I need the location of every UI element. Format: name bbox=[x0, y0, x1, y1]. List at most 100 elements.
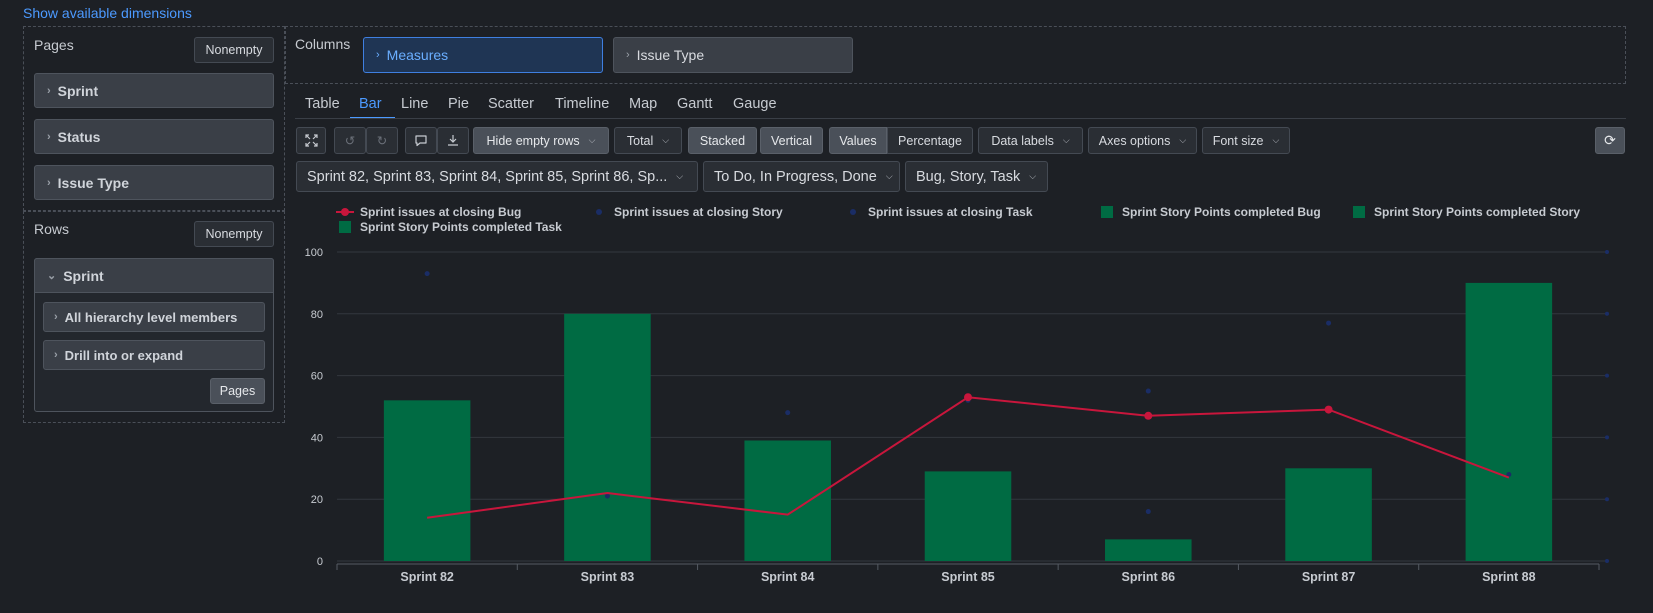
data-point bbox=[424, 271, 430, 277]
x-tick-label: Sprint 86 bbox=[1122, 570, 1176, 584]
rows-pages-button[interactable]: Pages bbox=[210, 378, 265, 404]
tab-scatter[interactable]: Scatter bbox=[488, 96, 534, 112]
x-tick-label: Sprint 83 bbox=[581, 570, 635, 584]
expand-icon bbox=[304, 134, 318, 147]
hide-empty-rows-dropdown[interactable]: Hide empty rows ⌵ bbox=[473, 127, 609, 154]
font-size-label: Font size bbox=[1212, 133, 1264, 148]
show-dimensions-link[interactable]: Show available dimensions bbox=[23, 5, 192, 21]
sprint-filter-dropdown[interactable]: Sprint 82, Sprint 83, Sprint 84, Sprint … bbox=[296, 161, 698, 192]
data-labels-dropdown[interactable]: Data labels ⌵ bbox=[978, 127, 1083, 154]
legend-item-task-issues[interactable]: Sprint issues at closing Task bbox=[844, 205, 1033, 219]
chevron-right-icon: › bbox=[54, 311, 58, 323]
chevron-down-icon: ⌵ bbox=[662, 135, 670, 145]
pages-item-issue-type[interactable]: › Issue Type bbox=[34, 165, 274, 200]
pages-item-sprint[interactable]: › Sprint bbox=[34, 73, 274, 108]
hide-empty-label: Hide empty rows bbox=[486, 133, 580, 148]
data-point bbox=[1326, 320, 1332, 326]
undo-button[interactable]: ↺ bbox=[334, 127, 366, 154]
chevron-down-icon: ⌵ bbox=[885, 171, 893, 181]
axes-options-dropdown[interactable]: Axes options ⌵ bbox=[1088, 127, 1197, 154]
legend-label: Sprint issues at closing Story bbox=[614, 205, 783, 219]
right-axis-marker bbox=[1605, 250, 1609, 254]
pages-nonempty-button[interactable]: Nonempty bbox=[194, 37, 274, 63]
legend-square-marker bbox=[1101, 206, 1113, 218]
total-dropdown[interactable]: Total ⌵ bbox=[614, 127, 682, 154]
option-label: All hierarchy level members bbox=[64, 309, 238, 325]
legend-item-bug-issues[interactable]: Sprint issues at closing Bug bbox=[336, 205, 521, 219]
right-axis-marker bbox=[1605, 373, 1609, 378]
pages-item-status[interactable]: › Status bbox=[34, 119, 274, 154]
comment-button[interactable] bbox=[405, 127, 437, 154]
refresh-button[interactable]: ⟳ bbox=[1595, 127, 1625, 154]
tabs-divider bbox=[295, 118, 1626, 119]
stacked-toggle[interactable]: Stacked bbox=[688, 127, 757, 154]
undo-icon: ↺ bbox=[344, 134, 356, 148]
columns-measures[interactable]: › Measures bbox=[363, 37, 603, 73]
bar bbox=[1285, 468, 1372, 561]
pages-panel bbox=[23, 26, 285, 211]
chevron-down-icon: ⌵ bbox=[1179, 135, 1187, 145]
chevron-right-icon: › bbox=[54, 349, 58, 361]
pages-item-label: Status bbox=[57, 128, 101, 145]
x-tick-label: Sprint 88 bbox=[1482, 570, 1536, 584]
right-axis-marker bbox=[1605, 311, 1609, 316]
chevron-right-icon: › bbox=[47, 130, 51, 143]
legend-item-bug-points[interactable]: Sprint Story Points completed Bug bbox=[1098, 205, 1321, 219]
refresh-icon: ⟳ bbox=[1604, 132, 1616, 148]
legend-dot-marker bbox=[596, 209, 602, 215]
status-filter-dropdown[interactable]: To Do, In Progress, Done ⌵ bbox=[703, 161, 900, 192]
vertical-toggle[interactable]: Vertical bbox=[760, 127, 823, 154]
type-filter-dropdown[interactable]: Bug, Story, Task ⌵ bbox=[905, 161, 1048, 192]
legend-item-story-issues[interactable]: Sprint issues at closing Story bbox=[590, 205, 783, 219]
tab-pie[interactable]: Pie bbox=[448, 96, 469, 112]
legend-label: Sprint Story Points completed Story bbox=[1374, 205, 1581, 219]
option-label: Drill into or expand bbox=[64, 347, 184, 363]
right-axis-marker bbox=[1605, 559, 1609, 563]
y-tick-label: 20 bbox=[311, 494, 323, 506]
tab-gauge[interactable]: Gauge bbox=[733, 96, 777, 112]
columns-issue-type[interactable]: › Issue Type bbox=[613, 37, 853, 73]
rows-panel bbox=[23, 211, 285, 423]
data-point bbox=[1145, 388, 1151, 394]
x-tick-label: Sprint 84 bbox=[761, 570, 815, 584]
rows-option-drill[interactable]: › Drill into or expand bbox=[43, 340, 265, 370]
legend-label: Sprint issues at closing Bug bbox=[360, 205, 522, 219]
chevron-down-icon: ⌵ bbox=[588, 135, 596, 145]
legend-item-story-points[interactable]: Sprint Story Points completed Story bbox=[1350, 205, 1580, 219]
bar bbox=[383, 400, 471, 561]
export-button[interactable] bbox=[437, 127, 469, 154]
tab-timeline[interactable]: Timeline bbox=[555, 96, 610, 112]
y-tick-label: 60 bbox=[311, 371, 323, 383]
tab-table[interactable]: Table bbox=[305, 96, 340, 112]
rows-nonempty-button[interactable]: Nonempty bbox=[194, 221, 274, 247]
type-filter-label: Bug, Story, Task bbox=[916, 168, 1021, 185]
y-tick-label: 100 bbox=[305, 247, 323, 259]
legend-item-task-points[interactable]: Sprint Story Points completed Task bbox=[336, 220, 562, 234]
line-point bbox=[964, 393, 972, 402]
columns-panel bbox=[285, 26, 1626, 84]
axes-options-label: Axes options bbox=[1098, 133, 1171, 148]
values-toggle[interactable]: Values bbox=[829, 127, 887, 154]
legend-label: Sprint Story Points completed Bug bbox=[1122, 205, 1321, 219]
chevron-right-icon: › bbox=[47, 84, 51, 97]
legend-square-marker bbox=[339, 221, 351, 233]
y-tick-label: 0 bbox=[317, 556, 323, 568]
bar bbox=[564, 313, 651, 561]
rows-sprint-header[interactable]: ⌄ Sprint bbox=[34, 258, 274, 293]
y-tick-label: 80 bbox=[311, 309, 323, 321]
font-size-dropdown[interactable]: Font size ⌵ bbox=[1202, 127, 1290, 154]
x-tick-label: Sprint 87 bbox=[1302, 570, 1356, 584]
redo-button[interactable]: ↻ bbox=[366, 127, 398, 154]
percentage-toggle[interactable]: Percentage bbox=[887, 127, 973, 154]
tab-line[interactable]: Line bbox=[401, 96, 429, 112]
pages-title: Pages bbox=[34, 37, 74, 53]
fullscreen-button[interactable] bbox=[296, 127, 326, 154]
tab-map[interactable]: Map bbox=[629, 96, 658, 112]
tab-bar[interactable]: Bar bbox=[359, 96, 382, 112]
issue-type-label: Issue Type bbox=[636, 47, 705, 63]
bar bbox=[924, 471, 1012, 561]
tab-gantt[interactable]: Gantt bbox=[677, 96, 713, 112]
download-icon bbox=[448, 135, 458, 146]
rows-option-all-members[interactable]: › All hierarchy level members bbox=[43, 302, 265, 332]
